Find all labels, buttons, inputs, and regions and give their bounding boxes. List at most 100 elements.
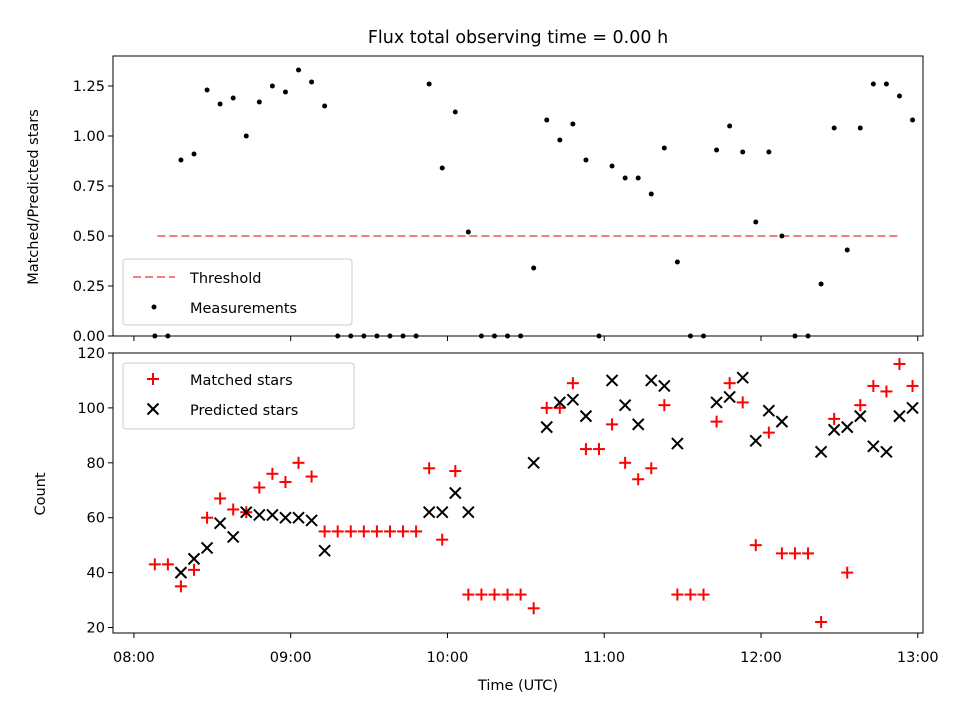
matched-star-point [357,525,370,538]
bottom-plot-area [148,357,919,629]
measurement-point [609,163,615,169]
legend-measurements-label: Measurements [190,301,297,317]
y-tick-label: 60 [87,511,105,527]
measurement-point [870,81,876,87]
measurement-point [374,333,380,339]
measurement-point [883,81,889,87]
matched-star-point [227,503,240,516]
predicted-star-point [579,409,593,423]
predicted-star-point [906,401,919,415]
measurement-point [622,175,628,181]
predicted-star-point [893,409,906,423]
measurement-point [165,333,171,339]
measurement-point [491,333,497,339]
predicted-star-point [305,514,318,527]
matched-star-point [867,379,880,392]
x-tick-label: 10:00 [427,650,469,666]
matched-star-point [174,580,187,593]
measurement-point [478,333,484,339]
predicted-star-point [174,566,188,579]
predicted-star-point [618,398,632,412]
matched-star-point [736,396,749,409]
top-legend: Threshold Measurements [122,258,353,326]
predicted-star-point [749,434,762,448]
predicted-star-point [318,544,331,557]
matched-star-point [723,377,736,390]
matched-star-point [449,465,462,478]
predicted-star-point [723,390,736,404]
matched-star-point [815,616,828,629]
bottom-y-ticks: 20 40 60 80 100 120 [77,346,113,637]
measurement-point [740,149,746,155]
predicted-star-point [292,511,305,524]
y-tick-label: 0.00 [73,329,105,345]
matched-star-point [802,547,815,560]
matched-star-point [292,456,305,469]
y-tick-label: 0.25 [73,279,105,295]
x-tick-label: 09:00 [270,650,312,666]
legend-matched-label: Matched stars [190,373,293,389]
measurement-point [753,219,759,225]
predicted-star-point [841,420,854,434]
matched-star-point [619,456,632,469]
matched-star-point [606,418,619,431]
predicted-star-point [240,506,253,519]
matched-star-point [488,588,501,601]
measurement-point [792,333,798,339]
predicted-star-point [867,440,880,453]
y-tick-label: 80 [87,456,105,472]
matched-star-point [318,525,331,538]
x-tick-label: 11:00 [583,650,625,666]
bottom-legend: Matched stars Predicted stars [122,362,355,430]
matched-star-point [462,588,475,601]
measurement-point [674,259,680,265]
predicted-star-point [762,404,776,417]
measurement-point [844,247,850,253]
measurement-point [714,147,720,153]
measurement-point [243,133,249,139]
measurement-point [178,157,184,163]
x-tick-label: 12:00 [740,650,782,666]
matched-star-point [475,588,488,601]
measurement-point [544,117,550,123]
measurement-point [557,137,563,143]
measurement-point [687,333,693,339]
matched-star-point [266,467,279,480]
matched-star-point [579,443,592,456]
legend-matched-swatch [147,373,159,385]
x-tick-label: 13:00 [897,650,939,666]
measurement-point [256,99,262,105]
matched-star-point [684,588,697,601]
top-legend-box [122,258,353,326]
y-tick-label: 1.00 [73,129,105,145]
matched-star-point [906,379,919,392]
measurement-point [818,281,824,287]
legend-measurements-swatch [151,304,157,310]
matched-star-point [188,563,200,576]
measurement-point [335,333,341,339]
predicted-star-point [279,511,292,524]
matched-star-point [214,492,227,505]
measurement-point [204,87,210,93]
matched-star-point [762,426,775,439]
measurement-point [269,83,275,89]
chart-title: Flux total observing time = 0.00 h [368,28,668,48]
legend-predicted-label: Predicted stars [190,403,298,419]
bottom-plot-frame [112,352,924,634]
predicted-star-point [854,409,867,423]
measurement-point [505,333,511,339]
measurement-point [465,229,471,235]
measurement-point [596,333,602,339]
matched-star-point [148,558,161,571]
matched-star-point [436,533,449,546]
predicted-star-point [736,371,749,384]
measurement-point [361,333,367,339]
top-plot-area [152,67,916,339]
bottom-y-axis-label: Count [33,472,49,515]
predicted-star-point [449,486,462,500]
y-tick-label: 1.25 [73,79,105,95]
predicted-star-point [605,374,619,387]
measurement-point [583,157,589,163]
predicted-star-point [566,393,580,406]
matched-star-point [893,357,906,370]
